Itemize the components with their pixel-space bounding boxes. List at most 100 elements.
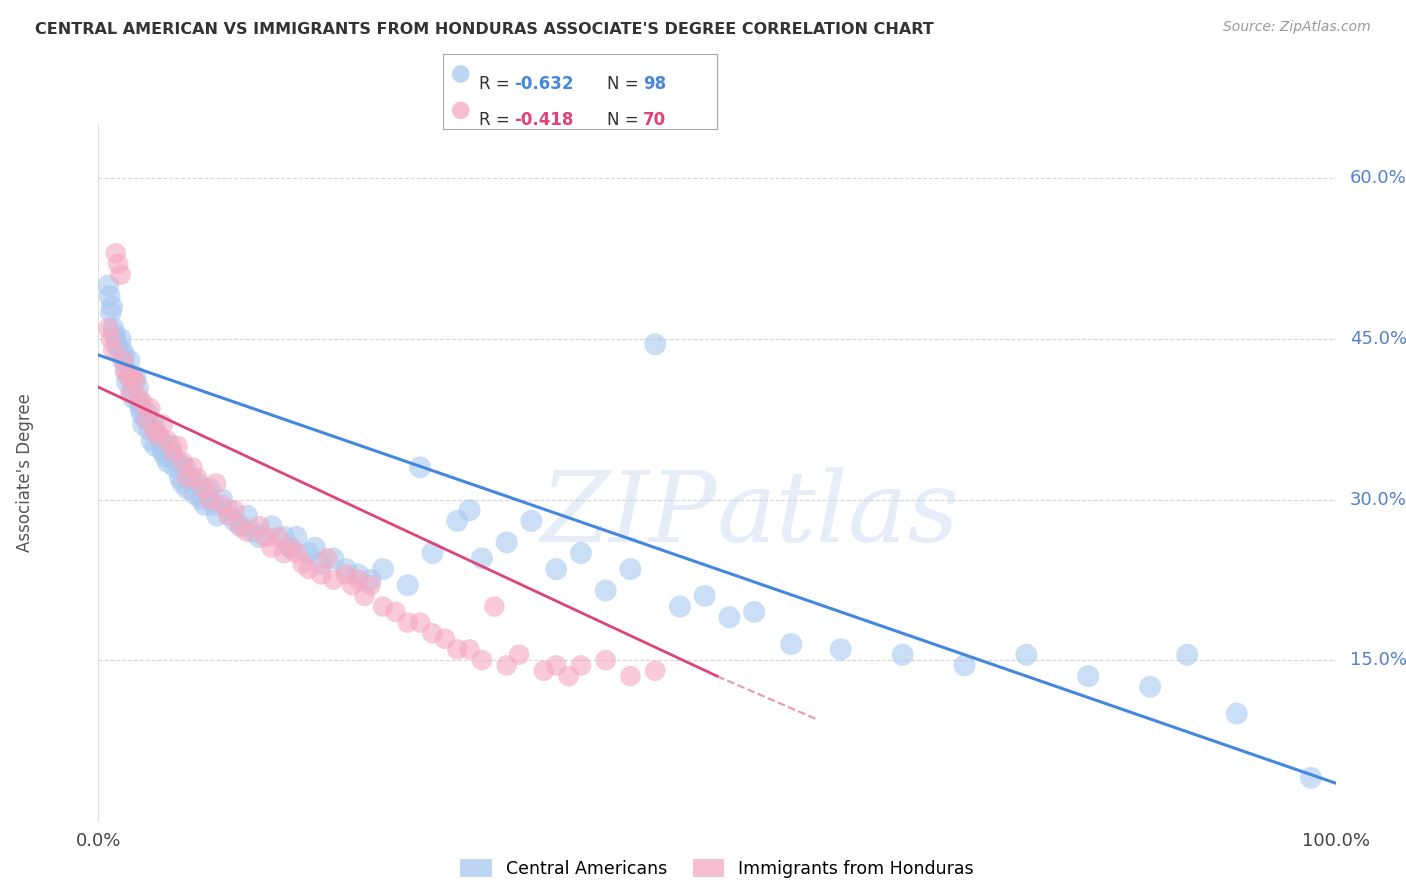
Point [384, 605, 406, 619]
Point [120, 369, 142, 384]
Point [103, 321, 125, 335]
Point [104, 332, 127, 346]
Text: -0.632: -0.632 [515, 75, 574, 93]
Point [267, 530, 290, 544]
Point [184, 487, 207, 501]
Point [433, 632, 456, 646]
Point [1015, 648, 1038, 662]
Point [121, 385, 143, 400]
Point [131, 407, 153, 421]
Point [619, 562, 641, 576]
Point [211, 498, 233, 512]
Point [120, 385, 142, 400]
Point [1299, 771, 1322, 785]
Point [104, 246, 127, 260]
Point [166, 455, 188, 469]
Point [186, 476, 208, 491]
Point [162, 450, 184, 464]
Point [644, 664, 666, 678]
Point [128, 391, 150, 405]
Point [450, 103, 472, 118]
Point [127, 380, 149, 394]
Point [422, 546, 444, 560]
Point [557, 669, 579, 683]
Point [138, 423, 160, 437]
Point [112, 348, 135, 362]
Point [107, 343, 129, 357]
Point [169, 471, 191, 485]
Point [193, 482, 215, 496]
Point [114, 364, 136, 378]
Point [458, 503, 481, 517]
Point [159, 439, 181, 453]
Point [111, 343, 134, 357]
Point [595, 653, 617, 667]
Point [149, 434, 172, 448]
Point [309, 557, 332, 571]
Point [569, 546, 592, 560]
Point [129, 401, 152, 416]
Point [1139, 680, 1161, 694]
Point [298, 546, 321, 560]
Point [174, 460, 197, 475]
Point [100, 332, 122, 346]
Point [458, 642, 481, 657]
Point [347, 567, 370, 582]
Point [495, 535, 517, 549]
Point [247, 530, 270, 544]
Point [247, 519, 270, 533]
Point [291, 557, 314, 571]
Point [260, 541, 283, 555]
Point [224, 503, 246, 517]
Point [298, 562, 321, 576]
Text: 45.0%: 45.0% [1350, 330, 1406, 348]
Point [114, 364, 136, 378]
Text: Associate's Degree: Associate's Degree [17, 393, 34, 552]
Point [278, 541, 301, 555]
Point [304, 541, 326, 555]
Point [285, 546, 308, 560]
Point [100, 305, 122, 319]
Point [112, 353, 135, 368]
Point [176, 482, 198, 496]
Point [242, 524, 264, 539]
Text: 98: 98 [643, 75, 666, 93]
Point [115, 375, 138, 389]
Point [260, 519, 283, 533]
Text: R =: R = [478, 75, 515, 93]
Point [718, 610, 741, 624]
Point [254, 530, 277, 544]
Point [273, 546, 295, 560]
Point [172, 455, 194, 469]
Point [139, 401, 162, 416]
Text: Source: ZipAtlas.com: Source: ZipAtlas.com [1223, 20, 1371, 34]
Point [136, 407, 159, 421]
Point [409, 615, 432, 630]
Point [101, 300, 124, 314]
Point [211, 492, 233, 507]
Point [98, 289, 121, 303]
Point [194, 498, 217, 512]
Point [422, 626, 444, 640]
Point [953, 658, 976, 673]
Point [97, 278, 120, 293]
Point [353, 589, 375, 603]
Point [132, 396, 155, 410]
Point [891, 648, 914, 662]
Point [97, 321, 120, 335]
Point [143, 439, 166, 453]
Text: atlas: atlas [717, 467, 960, 562]
Point [162, 444, 184, 458]
Point [205, 476, 228, 491]
Point [105, 337, 128, 351]
Point [371, 599, 394, 614]
Point [103, 343, 125, 357]
Point [124, 369, 146, 384]
Point [278, 541, 301, 555]
Point [205, 508, 228, 523]
Text: R =: R = [478, 112, 515, 129]
Text: N =: N = [607, 75, 644, 93]
Point [371, 562, 394, 576]
Point [146, 428, 169, 442]
Point [450, 67, 472, 81]
